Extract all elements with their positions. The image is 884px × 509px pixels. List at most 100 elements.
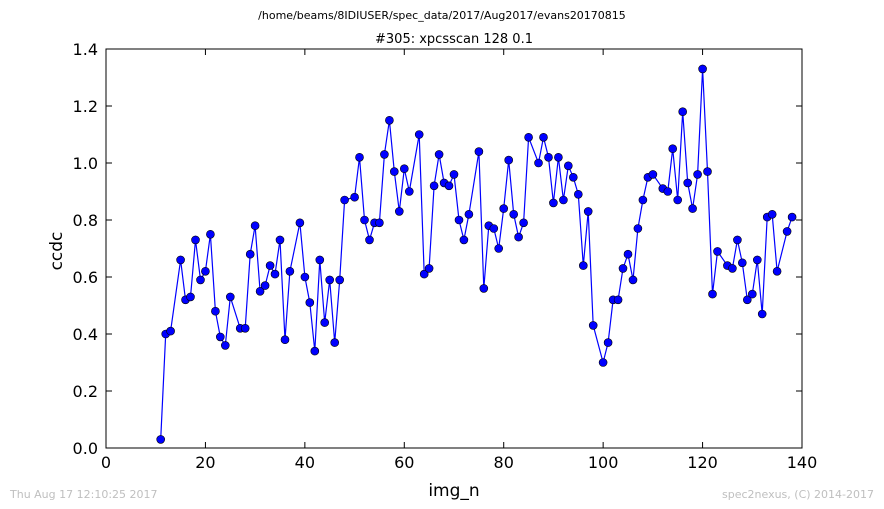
data-point xyxy=(156,435,165,444)
data-point xyxy=(733,235,742,245)
data-point xyxy=(315,255,325,265)
data-point xyxy=(603,338,613,347)
data-point xyxy=(360,215,369,225)
data-point xyxy=(240,323,250,333)
data-point xyxy=(211,306,220,316)
data-point xyxy=(613,295,623,305)
data-point xyxy=(255,286,265,296)
data-point xyxy=(638,195,648,205)
data-point xyxy=(355,153,364,162)
x-tick-label: 0 xyxy=(101,453,111,472)
data-point xyxy=(549,198,558,208)
data-point xyxy=(300,272,310,282)
data-point xyxy=(404,187,414,196)
data-point xyxy=(479,284,489,293)
data-point xyxy=(166,326,175,336)
data-point xyxy=(708,289,717,299)
data-point xyxy=(399,164,409,173)
data-point xyxy=(504,155,514,165)
data-point xyxy=(519,218,528,228)
data-point xyxy=(305,298,315,307)
data-point xyxy=(186,292,195,302)
data-point xyxy=(628,275,638,285)
data-point xyxy=(201,266,210,276)
data-point xyxy=(335,275,345,285)
x-tick-label: 20 xyxy=(195,453,215,472)
x-tick-label: 40 xyxy=(295,453,315,472)
y-tick-label: 0.0 xyxy=(73,439,98,458)
chart-title: #305: xpcsscan 128 0.1 xyxy=(375,32,533,47)
data-point xyxy=(394,207,404,216)
y-tick-label: 0.8 xyxy=(73,211,98,230)
data-point xyxy=(250,221,260,230)
data-point xyxy=(414,130,424,139)
x-tick-label: 60 xyxy=(394,453,414,472)
x-tick-label: 100 xyxy=(588,453,619,472)
data-point xyxy=(693,170,702,179)
data-point xyxy=(563,161,573,171)
data-point xyxy=(489,224,499,233)
data-point xyxy=(713,247,722,256)
data-point xyxy=(678,107,688,116)
data-point xyxy=(534,158,543,168)
footer-credit: spec2nexus, (C) 2014-2017 xyxy=(722,488,874,501)
data-point xyxy=(623,249,633,259)
data-point xyxy=(767,210,777,219)
data-point xyxy=(424,264,434,273)
x-tick-label: 80 xyxy=(494,453,514,472)
y-tick-label: 1.2 xyxy=(73,97,98,116)
data-point xyxy=(260,281,270,290)
data-point xyxy=(270,269,280,279)
x-tick-label: 140 xyxy=(787,453,818,472)
data-point xyxy=(494,244,504,253)
data-point xyxy=(772,266,782,276)
data-point xyxy=(221,341,230,350)
data-point xyxy=(464,210,474,219)
data-point xyxy=(757,309,767,319)
data-point xyxy=(196,275,205,285)
file-path-title: /home/beams/8IDIUSER/spec_data/2017/Aug2… xyxy=(258,9,626,22)
data-point xyxy=(752,255,762,265)
data-point xyxy=(633,224,643,233)
data-point xyxy=(375,218,384,228)
data-point xyxy=(618,264,628,273)
y-axis-label: ccdc xyxy=(47,232,67,271)
data-point xyxy=(742,295,752,305)
data-point xyxy=(554,153,563,162)
data-point xyxy=(509,210,519,219)
data-point xyxy=(429,181,439,191)
data-point xyxy=(559,195,568,205)
y-axis: 0.0 0.2 0.4 0.6 0.8 1.0 1.2 1.4 xyxy=(73,40,802,458)
data-point xyxy=(320,318,330,327)
data-point xyxy=(340,195,349,205)
data-point xyxy=(663,187,673,196)
data-point xyxy=(350,192,359,202)
data-point xyxy=(673,195,683,205)
y-tick-label: 0.4 xyxy=(73,325,98,344)
data-point xyxy=(703,167,712,176)
data-point xyxy=(275,235,285,245)
data-point xyxy=(683,178,693,188)
data-point xyxy=(325,275,335,285)
series-line xyxy=(160,68,793,440)
plot-frame xyxy=(105,48,803,449)
data-point xyxy=(265,261,275,270)
data-point xyxy=(444,181,454,191)
y-tick-label: 0.6 xyxy=(73,268,98,287)
data-point xyxy=(544,153,553,162)
data-point xyxy=(389,167,399,176)
data-point xyxy=(191,235,200,245)
data-point xyxy=(216,332,225,342)
data-point xyxy=(206,230,215,239)
data-point xyxy=(698,64,707,74)
data-point xyxy=(578,261,588,270)
data-point xyxy=(598,358,608,367)
data-point xyxy=(688,204,697,213)
data-point xyxy=(285,266,295,276)
data-point xyxy=(648,170,658,179)
data-point xyxy=(434,150,444,159)
data-point xyxy=(280,335,290,345)
y-tick-label: 0.2 xyxy=(73,382,98,401)
x-axis-label: img_n xyxy=(428,481,479,501)
